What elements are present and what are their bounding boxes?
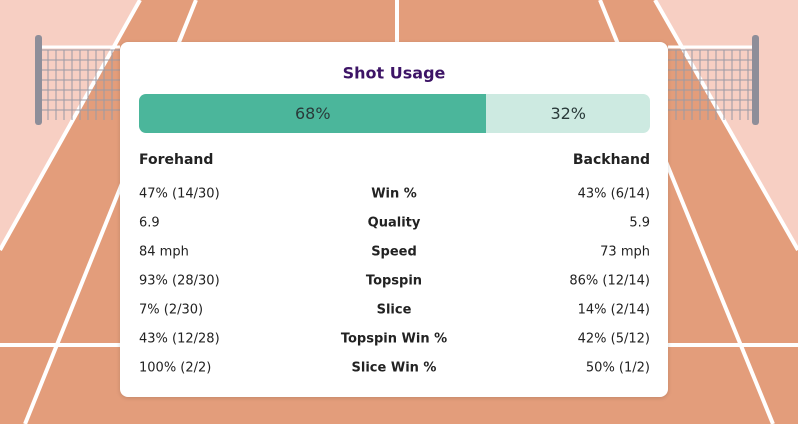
stat-label: Win %	[371, 186, 417, 202]
left-value: 47% (14/30)	[139, 186, 220, 202]
right-value: 50% (1/2)	[585, 360, 650, 376]
left-value: 100% (2/2)	[139, 360, 212, 376]
right-value: 42% (5/12)	[577, 331, 650, 347]
left-value: 93% (28/30)	[139, 273, 220, 289]
stat-label: Topspin	[365, 273, 423, 289]
usage-bar: 68% 32%	[139, 94, 650, 133]
stat-label: Slice Win %	[351, 360, 437, 376]
stat-label: Topspin Win %	[340, 331, 448, 347]
right-value: 86% (12/14)	[569, 273, 650, 289]
left-value: 7% (2/30)	[139, 302, 204, 318]
usage-label: 32%	[550, 104, 586, 123]
usage-segment: 32%	[486, 94, 650, 133]
left-value: 6.9	[139, 215, 160, 231]
right-value: 14% (2/14)	[577, 302, 650, 318]
card-title: Shot Usage	[342, 63, 446, 83]
stat-label: Slice	[376, 302, 412, 318]
stat-label: Quality	[367, 215, 421, 231]
shot-usage-card: Shot Usage 68% 32% Forehand Backhand 47% …	[120, 42, 668, 397]
left-value: 84 mph	[139, 244, 189, 260]
right-value: 5.9	[629, 215, 650, 231]
right-value: 73 mph	[600, 244, 650, 260]
usage-segment: 68%	[139, 94, 487, 133]
right-header: Backhand	[572, 152, 650, 168]
left-value: 43% (12/28)	[139, 331, 220, 347]
left-header: Forehand	[139, 152, 214, 168]
stat-label: Speed	[371, 244, 417, 260]
right-value: 43% (6/14)	[577, 186, 650, 202]
usage-label: 68%	[294, 104, 331, 123]
